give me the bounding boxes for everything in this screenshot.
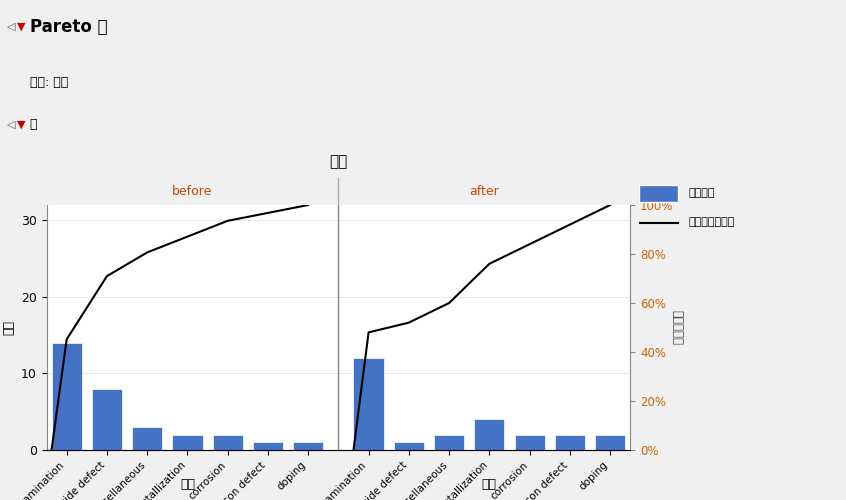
Bar (475, 420, 504, 450)
Bar (595, 434, 625, 450)
Text: ▼: ▼ (17, 120, 25, 130)
Text: 清洗: 清洗 (329, 154, 348, 169)
Bar (555, 434, 585, 450)
Bar (212, 434, 243, 450)
Bar (132, 427, 162, 450)
Text: 累积百分比曲线: 累积百分比曲线 (689, 218, 735, 228)
Text: 图: 图 (30, 118, 37, 132)
Text: 频数: 数量: 频数: 数量 (30, 76, 68, 89)
Bar (639, 184, 678, 202)
Text: after: after (470, 184, 499, 198)
Bar (293, 442, 323, 450)
Y-axis label: 数量: 数量 (3, 320, 15, 335)
Bar (514, 434, 545, 450)
Bar (434, 434, 464, 450)
Text: ◁: ◁ (7, 22, 15, 32)
Text: ▼: ▼ (17, 22, 25, 32)
Text: Pareto 图: Pareto 图 (30, 18, 107, 36)
Bar (354, 358, 384, 450)
Bar (92, 389, 122, 450)
Bar (393, 442, 424, 450)
Text: 全部原因: 全部原因 (689, 188, 715, 198)
Text: ◁: ◁ (7, 120, 15, 130)
Bar (253, 442, 283, 450)
Text: 失败: 失败 (482, 478, 497, 490)
Text: 失败: 失败 (180, 478, 195, 490)
Text: before: before (173, 184, 212, 198)
Text: 百分比曲线: 百分比曲线 (670, 310, 684, 345)
Bar (52, 343, 82, 450)
Bar (173, 434, 202, 450)
